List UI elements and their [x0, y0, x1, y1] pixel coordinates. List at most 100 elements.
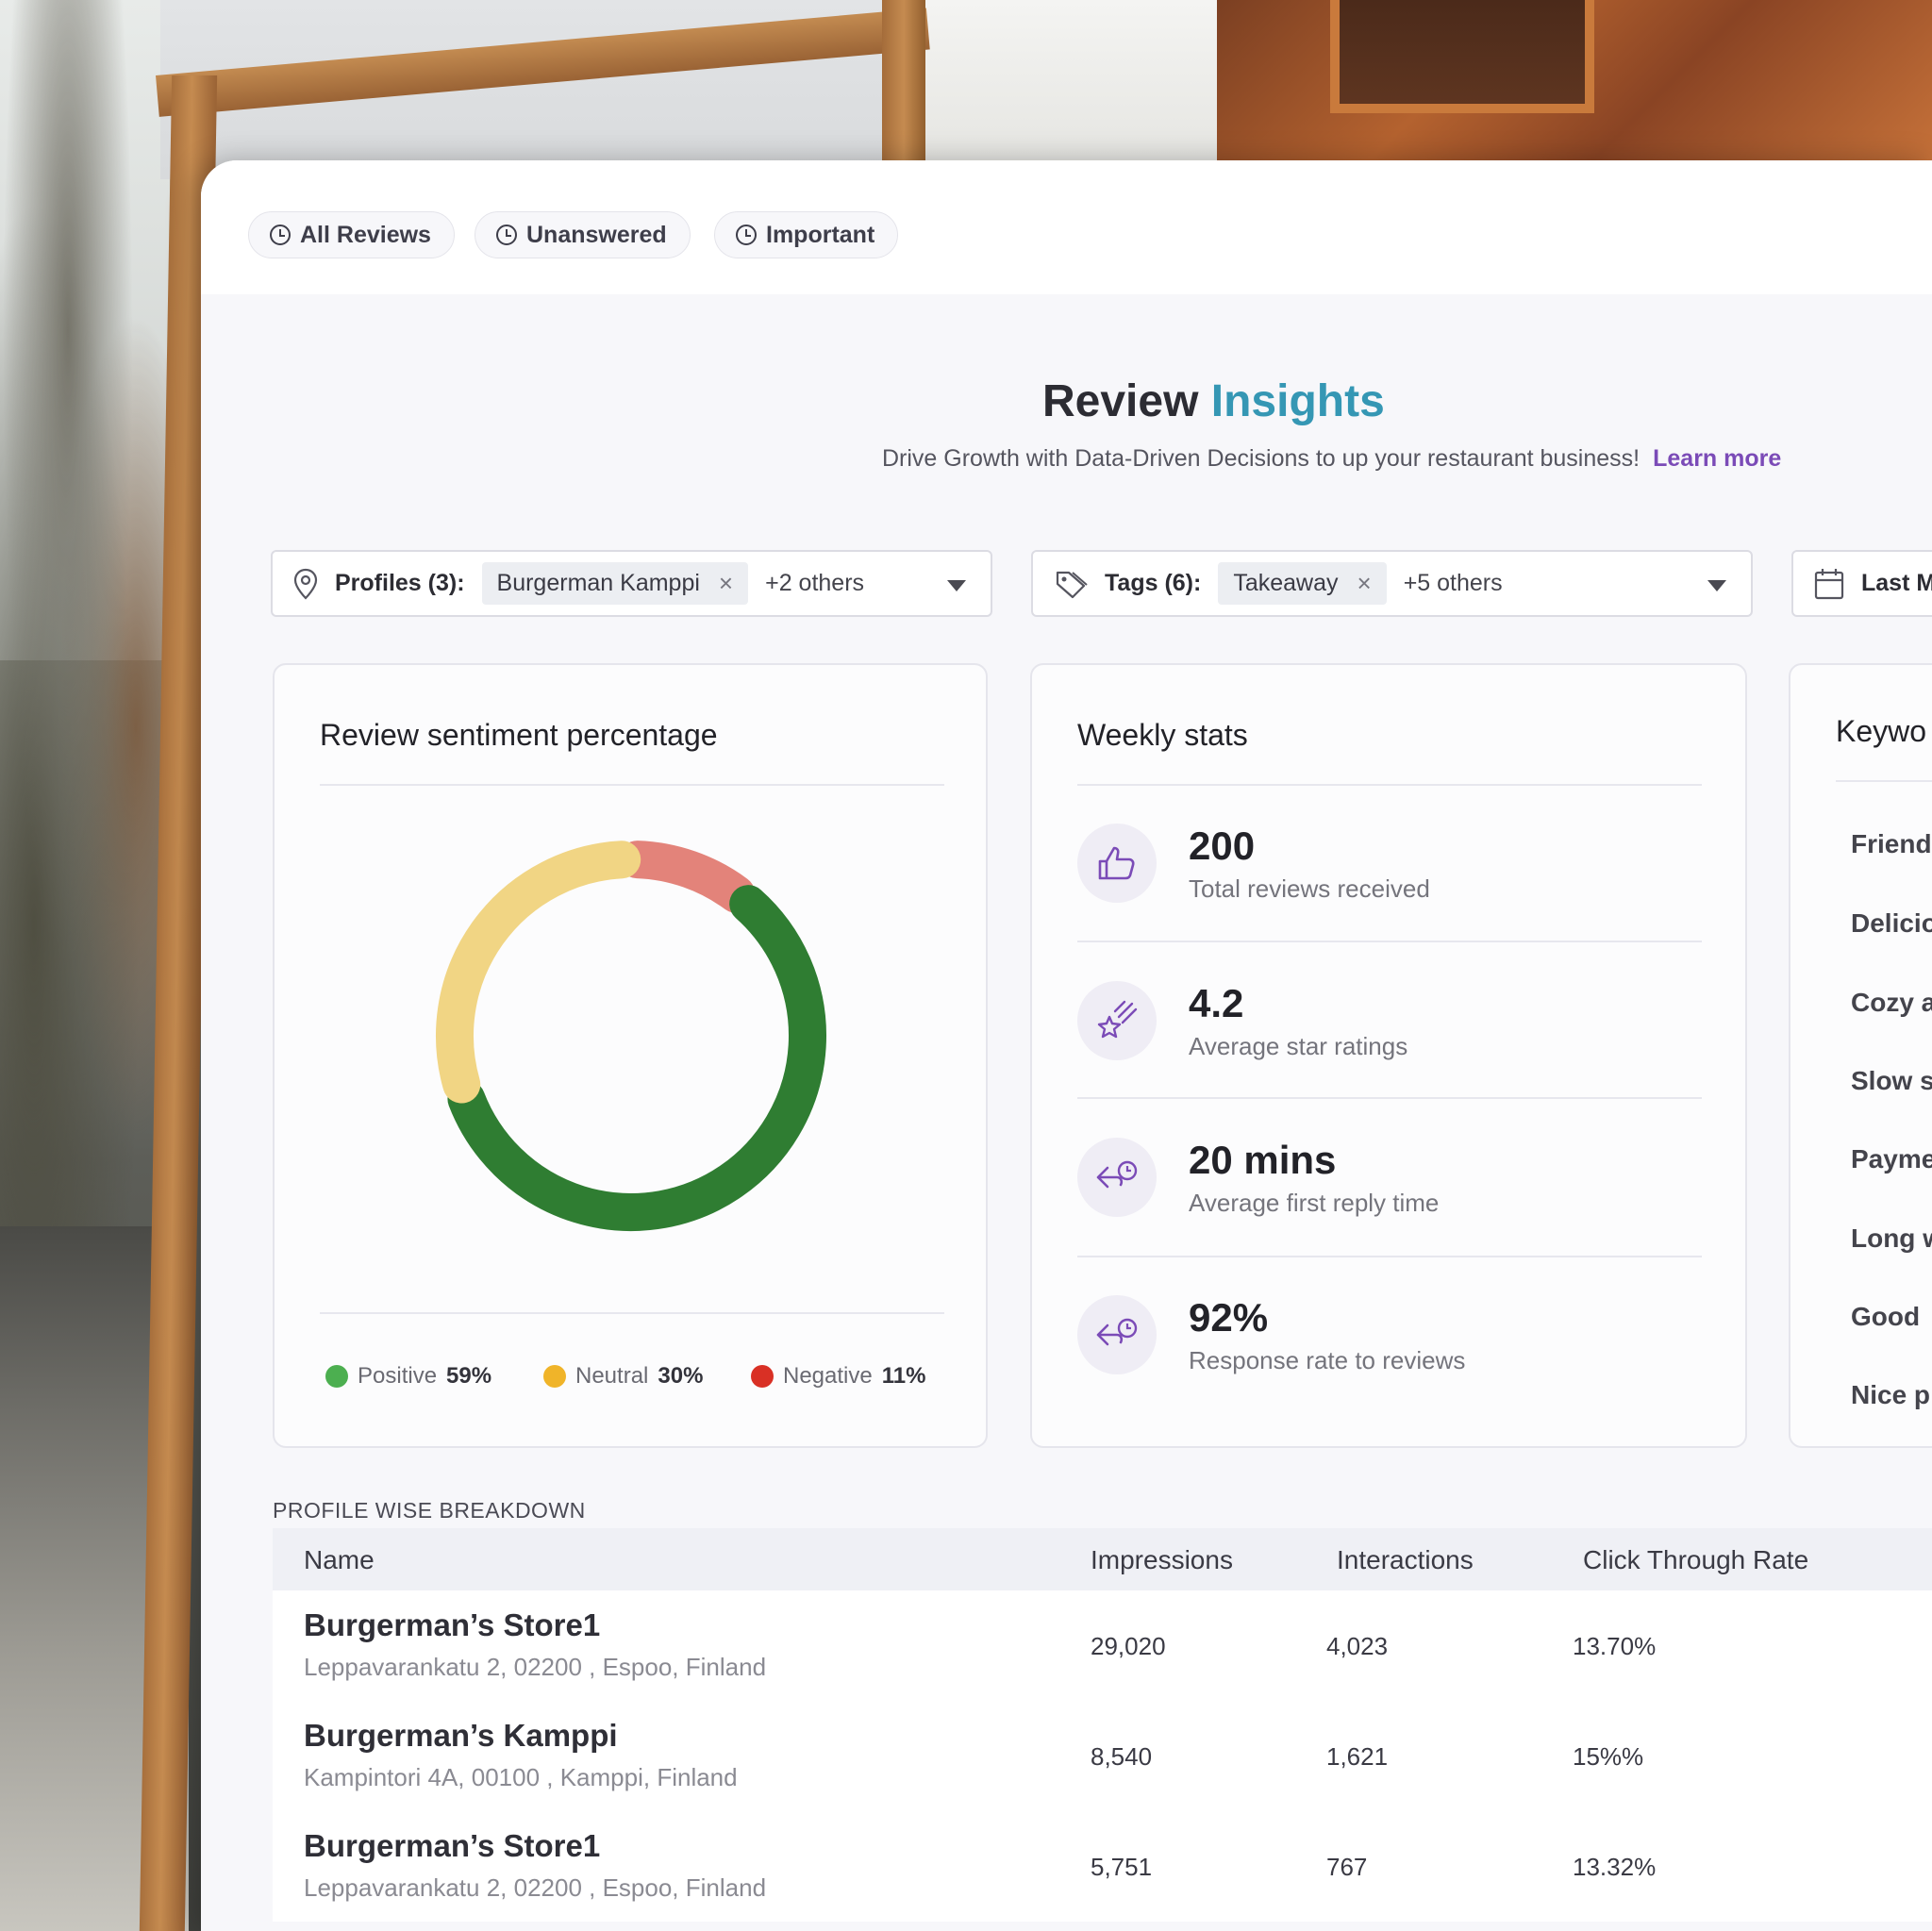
title-text: Review	[1042, 376, 1211, 426]
profile-address: Kampintori 4A, 00100 , Kamppi, Finland	[304, 1763, 738, 1791]
ctr-cell: 13.32%	[1573, 1853, 1657, 1881]
tab-label: Important	[766, 221, 875, 248]
calendar-icon	[1814, 568, 1844, 599]
stat-value: 200	[1189, 824, 1256, 868]
subtitle-text: Drive Growth with Data-Driven Decisions …	[882, 445, 1641, 472]
legend-label: Negative	[783, 1363, 873, 1389]
remove-chip-icon[interactable]: ×	[1357, 569, 1372, 597]
legend-label: Positive	[358, 1363, 438, 1389]
keyword-item[interactable]: Good	[1851, 1302, 1921, 1331]
profile-name: Burgerman’s Store1	[304, 1828, 601, 1863]
keyword-item[interactable]: Cozy a	[1851, 988, 1932, 1017]
divider	[1836, 780, 1932, 782]
profiles-others: +2 others	[765, 570, 865, 596]
app-window: All Reviews Unanswered Important Review …	[201, 160, 1932, 1931]
impressions-cell: 29,020	[1091, 1632, 1166, 1660]
legend-value: 30%	[658, 1363, 704, 1389]
donut-slice-negative[interactable]	[618, 841, 756, 913]
divider	[320, 784, 944, 786]
divider	[1077, 1256, 1702, 1257]
column-header[interactable]: Click Through Rate	[1583, 1545, 1809, 1574]
legend-dot	[751, 1365, 774, 1388]
stat-label: Average star ratings	[1189, 1032, 1408, 1060]
chip-label: Takeaway	[1233, 570, 1339, 596]
chip-label: Burgerman Kamppi	[496, 570, 700, 596]
learn-more-link[interactable]: Learn more	[1653, 445, 1782, 472]
legend-dot	[543, 1365, 566, 1388]
stat-label: Total reviews received	[1189, 874, 1430, 903]
reply-clock-icon	[1077, 1295, 1157, 1374]
keyword-item[interactable]: Slow s	[1851, 1066, 1932, 1095]
stat-value: 92%	[1189, 1295, 1269, 1340]
tab-all-reviews[interactable]: All Reviews	[248, 211, 455, 258]
tag-icon	[1056, 571, 1088, 598]
divider	[1077, 941, 1702, 942]
table-row[interactable]: Burgerman’s Kamppi Kampintori 4A, 00100 …	[273, 1701, 1932, 1811]
chevron-down-icon[interactable]	[1707, 580, 1726, 591]
legend-positive: Positive 59%	[325, 1363, 491, 1390]
legend-neutral: Neutral 30%	[543, 1363, 703, 1390]
stat-label: Average first reply time	[1189, 1189, 1440, 1217]
page-subtitle: Drive Growth with Data-Driven Decisions …	[882, 445, 1781, 473]
stat-value: 20 mins	[1189, 1138, 1337, 1182]
divider	[1077, 784, 1702, 786]
legend-label: Neutral	[575, 1363, 649, 1389]
donut-slice-neutral[interactable]	[436, 841, 641, 1104]
clock-icon	[270, 225, 291, 245]
card-title: Review sentiment percentage	[320, 718, 718, 752]
table-header: Name Impressions Interactions Click Thro…	[273, 1528, 1932, 1590]
table-caption: PROFILE WISE BREAKDOWN	[273, 1498, 586, 1523]
profile-chip: Burgerman Kamppi ×	[481, 562, 749, 605]
profiles-label: Profiles (3):	[335, 570, 465, 596]
tags-label: Tags (6):	[1105, 570, 1202, 596]
stat-value: 4.2	[1189, 981, 1244, 1025]
ctr-cell: 15%%	[1573, 1742, 1644, 1771]
keyword-item[interactable]: Delicio	[1851, 908, 1932, 938]
sentiment-donut-chart	[436, 841, 826, 1231]
legend-value: 59%	[446, 1363, 492, 1389]
divider	[320, 1312, 944, 1314]
profile-address: Leppavarankatu 2, 02200 , Espoo, Finland	[304, 1653, 767, 1681]
ctr-cell: 13.70%	[1573, 1632, 1657, 1660]
card-title: Weekly stats	[1077, 718, 1248, 752]
impressions-cell: 5,751	[1091, 1853, 1153, 1881]
impressions-cell: 8,540	[1091, 1742, 1153, 1771]
date-filter[interactable]: Last M	[1791, 550, 1932, 617]
keyword-item[interactable]: Long w	[1851, 1224, 1932, 1253]
legend-value: 11%	[881, 1363, 926, 1389]
location-pin-icon	[293, 568, 318, 600]
interactions-cell: 4,023	[1326, 1632, 1389, 1660]
wooden-frame-right	[882, 0, 925, 179]
tab-important[interactable]: Important	[714, 211, 899, 258]
table-row[interactable]: Burgerman’s Store1 Leppavarankatu 2, 022…	[273, 1811, 1932, 1922]
stat-label: Response rate to reviews	[1189, 1346, 1466, 1374]
review-tabs-bar: All Reviews Unanswered Important	[201, 160, 1932, 294]
interactions-cell: 767	[1326, 1853, 1368, 1881]
card-title: Keywo	[1836, 714, 1927, 748]
donut-slice-positive[interactable]	[447, 885, 826, 1231]
facade-window	[1330, 0, 1594, 113]
tags-filter[interactable]: Tags (6): Takeaway × +5 others	[1031, 550, 1753, 617]
profiles-filter[interactable]: Profiles (3): Burgerman Kamppi × +2 othe…	[271, 550, 992, 617]
profile-address: Leppavarankatu 2, 02200 , Espoo, Finland	[304, 1873, 767, 1902]
profile-name: Burgerman’s Kamppi	[304, 1718, 618, 1753]
keywords-card: Keywo Friend Delicio Cozy a Slow s Payme…	[1789, 663, 1932, 1448]
keyword-item[interactable]: Payme	[1851, 1144, 1932, 1174]
column-header[interactable]: Interactions	[1337, 1545, 1474, 1574]
weekly-stats-card: Weekly stats 200 Total reviews received …	[1030, 663, 1747, 1448]
legend-dot	[325, 1365, 348, 1388]
keyword-item[interactable]: Nice p	[1851, 1380, 1931, 1409]
column-header[interactable]: Impressions	[1091, 1545, 1233, 1574]
remove-chip-icon[interactable]: ×	[718, 569, 734, 597]
table-row[interactable]: Burgerman’s Store1 Leppavarankatu 2, 022…	[273, 1590, 1932, 1701]
column-header[interactable]: Name	[304, 1545, 375, 1574]
tags-others: +5 others	[1403, 570, 1503, 596]
sentiment-card: Review sentiment percentage Positive 59%…	[273, 663, 988, 1448]
thumbs-up-icon	[1077, 824, 1157, 903]
reply-clock-icon	[1077, 1138, 1157, 1217]
tab-label: All Reviews	[300, 221, 431, 248]
chevron-down-icon[interactable]	[947, 580, 966, 591]
clock-icon	[736, 225, 757, 245]
keyword-item[interactable]: Friend	[1851, 829, 1932, 858]
tab-unanswered[interactable]: Unanswered	[475, 211, 691, 258]
